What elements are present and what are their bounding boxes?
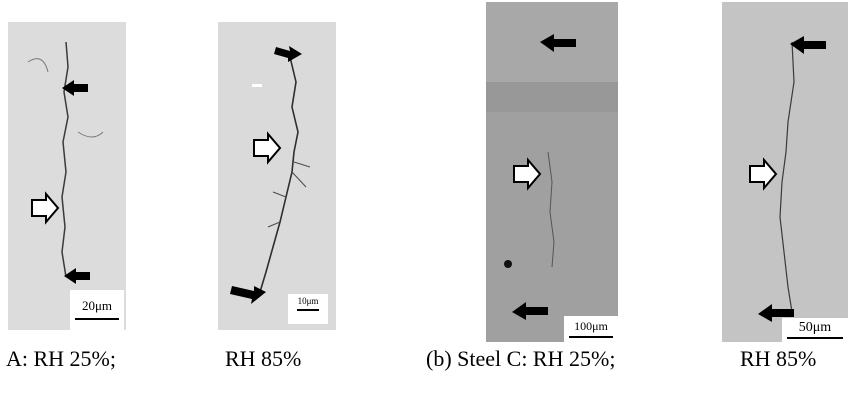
crack-line [547, 151, 555, 268]
micrograph-steel-c-rh25: 100μm [486, 2, 618, 342]
filled-arrow-icon [230, 286, 266, 304]
caption-c-rh25: (b) Steel C: RH 25%; [426, 346, 616, 371]
crack-line [779, 41, 795, 313]
hollow-arrow-icon [253, 131, 282, 165]
filled-arrow-icon [274, 46, 302, 62]
filled-arrow-icon [512, 302, 548, 320]
filled-arrow-icon [64, 268, 90, 284]
micrograph-steel-a-rh85: 10μm [218, 22, 336, 330]
micrograph-steel-a-rh25: 20μm [8, 22, 126, 330]
crack-branch [267, 161, 311, 228]
scale-bar: 100μm [564, 316, 618, 342]
caption-a-rh25: A: RH 25%; [6, 346, 116, 371]
hollow-arrow-icon [749, 157, 778, 191]
hollow-arrow-icon [513, 157, 542, 191]
crack-branch [27, 58, 104, 138]
scale-bar: 20μm [70, 290, 124, 330]
filled-arrow-icon [540, 34, 576, 52]
crack-line [61, 41, 69, 278]
filled-arrow-icon [790, 36, 826, 54]
caption-a-rh85: RH 85% [225, 346, 302, 371]
caption-c-rh85: RH 85% [740, 346, 817, 371]
micrograph-steel-c-rh85: 50μm [722, 2, 848, 342]
scale-bar: 50μm [782, 318, 848, 342]
scale-bar: 10μm [288, 294, 328, 324]
filled-arrow-icon [62, 80, 88, 96]
filled-arrow-icon [758, 304, 794, 322]
hollow-arrow-icon [31, 191, 60, 225]
